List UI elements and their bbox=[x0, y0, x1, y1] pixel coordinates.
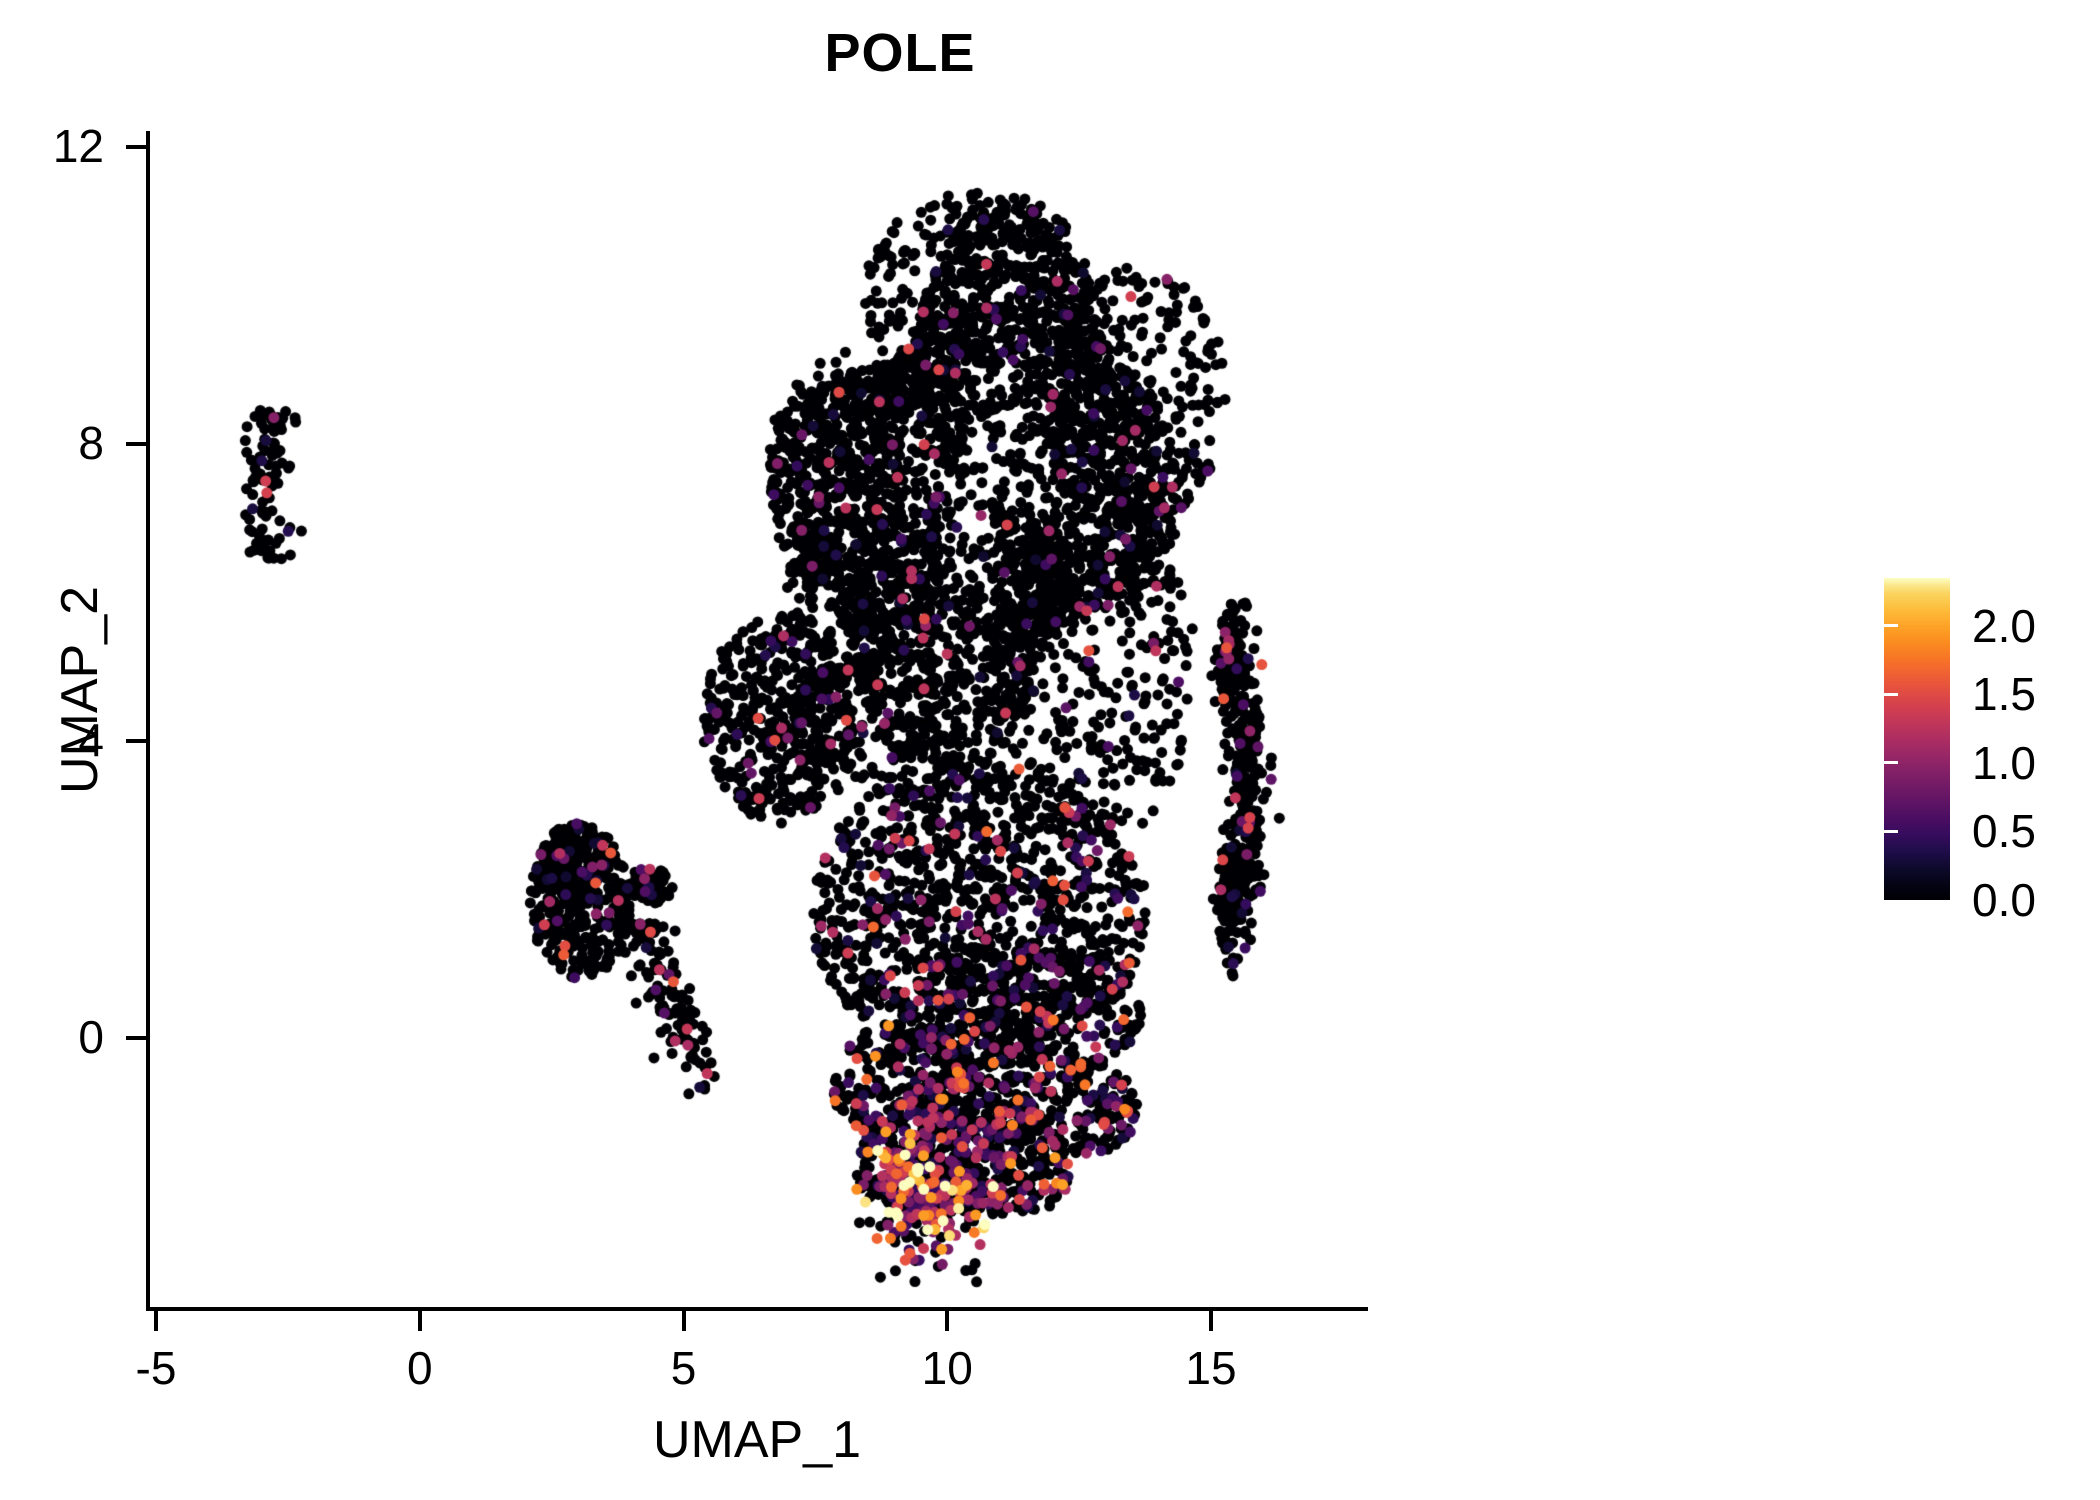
y-axis-title: UMAP_2 bbox=[51, 585, 109, 795]
x-tick-mark bbox=[681, 1311, 686, 1331]
page-title: POLE bbox=[824, 23, 976, 83]
x-axis-line bbox=[146, 1307, 1368, 1311]
y-axis-line bbox=[146, 131, 150, 1311]
colorbar-tick-mark bbox=[2070, 829, 2084, 833]
colorbar-label: 2.0 bbox=[1972, 599, 2036, 652]
y-tick-label: 4 bbox=[78, 714, 104, 766]
colorbar-tick-mark bbox=[2070, 692, 2084, 696]
colorbar-tick-mark bbox=[1884, 829, 1898, 833]
colorbar-tick-mark bbox=[1884, 692, 1898, 696]
y-tick-label: 0 bbox=[78, 1011, 104, 1063]
x-tick-mark bbox=[417, 1311, 422, 1331]
x-tick-label: 0 bbox=[406, 1342, 433, 1394]
x-tick-label: 15 bbox=[1185, 1342, 1237, 1394]
x-tick-label: 5 bbox=[670, 1342, 697, 1394]
y-tick-mark bbox=[126, 1036, 146, 1040]
x-tick-label: -5 bbox=[135, 1342, 177, 1394]
colorbar-tick-mark bbox=[1884, 761, 1898, 765]
y-tick-mark bbox=[126, 145, 146, 149]
colorbar-label: 0.5 bbox=[1972, 805, 2036, 858]
y-tick-mark bbox=[126, 739, 146, 743]
colorbar-tick-mark bbox=[1884, 624, 1898, 628]
y-tick-label: 8 bbox=[78, 417, 104, 469]
x-tick-label: 10 bbox=[921, 1342, 973, 1394]
x-tick-mark bbox=[154, 1311, 158, 1331]
x-tick-mark bbox=[1209, 1311, 1213, 1331]
colorbar-tick-mark bbox=[2070, 624, 2084, 628]
color-legend: 2.0 1.5 1.0 0.5 0.0 bbox=[1884, 578, 2084, 923]
colorbar-label: 1.5 bbox=[1972, 668, 2036, 721]
x-tick-mark bbox=[945, 1311, 950, 1331]
plot-panel bbox=[148, 112, 1848, 1312]
colorbar-label: 0.0 bbox=[1972, 874, 2036, 926]
y-tick-label: 12 bbox=[52, 120, 104, 172]
y-tick-mark bbox=[126, 442, 146, 446]
colorbar-label: 1.0 bbox=[1972, 736, 2036, 789]
colorbar-gradient bbox=[1884, 578, 1950, 900]
scatter-plot-canvas bbox=[148, 112, 1848, 1312]
x-axis-title: UMAP_1 bbox=[652, 1411, 862, 1469]
colorbar-tick-mark bbox=[2070, 761, 2084, 765]
